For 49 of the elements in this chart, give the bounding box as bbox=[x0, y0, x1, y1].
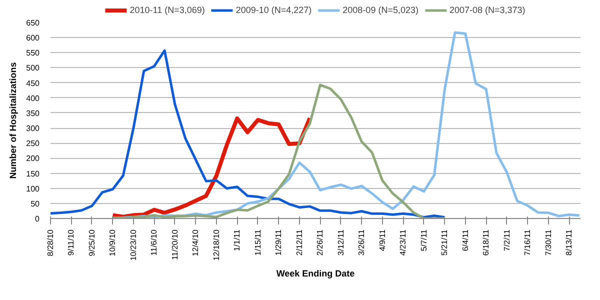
x-tick-label: 2/26/11 bbox=[316, 228, 325, 256]
x-tick-label: 3/26/11 bbox=[357, 228, 366, 256]
y-tick-label: 350 bbox=[26, 108, 40, 118]
x-tick-label: 11/20/10 bbox=[170, 228, 180, 260]
x-tick-label: 1/29/11 bbox=[274, 228, 284, 256]
x-tick-label: 11/6/10 bbox=[150, 228, 159, 256]
x-tick-label: 9/11/10 bbox=[66, 228, 76, 256]
x-tick-label: 2/12/11 bbox=[294, 228, 304, 256]
y-tick-label: 650 bbox=[26, 18, 40, 28]
x-tick-label: 8/28/10 bbox=[46, 228, 55, 256]
x-tick-label: 12/18/10 bbox=[212, 228, 221, 261]
x-tick-label: 8/13/11 bbox=[564, 228, 574, 256]
legend-label: 2008-09 (N=5,023) bbox=[342, 5, 418, 15]
y-tick-label: 400 bbox=[26, 94, 40, 103]
y-tick-label: 100 bbox=[26, 184, 40, 194]
x-tick-label: 6/4/11 bbox=[460, 228, 470, 252]
y-tick-label: 450 bbox=[26, 78, 40, 88]
y-tick-label: 300 bbox=[26, 124, 40, 134]
x-tick-label: 7/30/11 bbox=[544, 228, 553, 256]
y-tick-label: 0 bbox=[35, 214, 40, 224]
y-tick-label: 500 bbox=[26, 64, 40, 73]
x-tick-label: 1/1/11 bbox=[232, 228, 242, 252]
x-tick-label: 3/12/11 bbox=[336, 228, 346, 256]
x-tick-label: 6/18/11 bbox=[482, 228, 491, 256]
y-tick-label: 600 bbox=[26, 34, 40, 43]
y-tick-label: 200 bbox=[26, 154, 40, 164]
x-tick-label: 12/4/10 bbox=[191, 228, 200, 256]
line-series bbox=[50, 49, 446, 218]
x-tick-label: 1/15/11 bbox=[253, 228, 262, 256]
x-tick-label: 10/9/10 bbox=[108, 228, 118, 256]
y-axis-title: Number of Hospitalizations bbox=[8, 62, 18, 179]
y-tick-label: 150 bbox=[26, 169, 40, 178]
x-tick-label: 4/9/11 bbox=[378, 228, 387, 252]
x-axis-title: Week Ending Date bbox=[276, 268, 355, 279]
x-tick-label: 5/7/11 bbox=[419, 228, 428, 252]
x-tick-label: 9/25/10 bbox=[87, 228, 96, 256]
x-tick-label: 4/23/11 bbox=[398, 228, 408, 256]
x-tick-label: 5/21/11 bbox=[440, 228, 450, 256]
legend-label: 2007-08 (N=3,373) bbox=[449, 5, 526, 15]
x-tick-label: 10/23/10 bbox=[128, 228, 138, 261]
x-tick-label: 7/16/11 bbox=[523, 228, 532, 256]
line-series bbox=[110, 116, 312, 218]
y-tick-label: 250 bbox=[26, 139, 40, 148]
legend-label: 2010-11 (N=3,069) bbox=[130, 5, 205, 15]
x-tick-label: 7/2/11 bbox=[502, 228, 512, 252]
y-tick-label: 50 bbox=[30, 199, 40, 208]
line-series bbox=[111, 84, 446, 218]
y-tick-label: 550 bbox=[26, 48, 40, 58]
legend-label: 2009-10 (N=4,227) bbox=[236, 5, 312, 15]
